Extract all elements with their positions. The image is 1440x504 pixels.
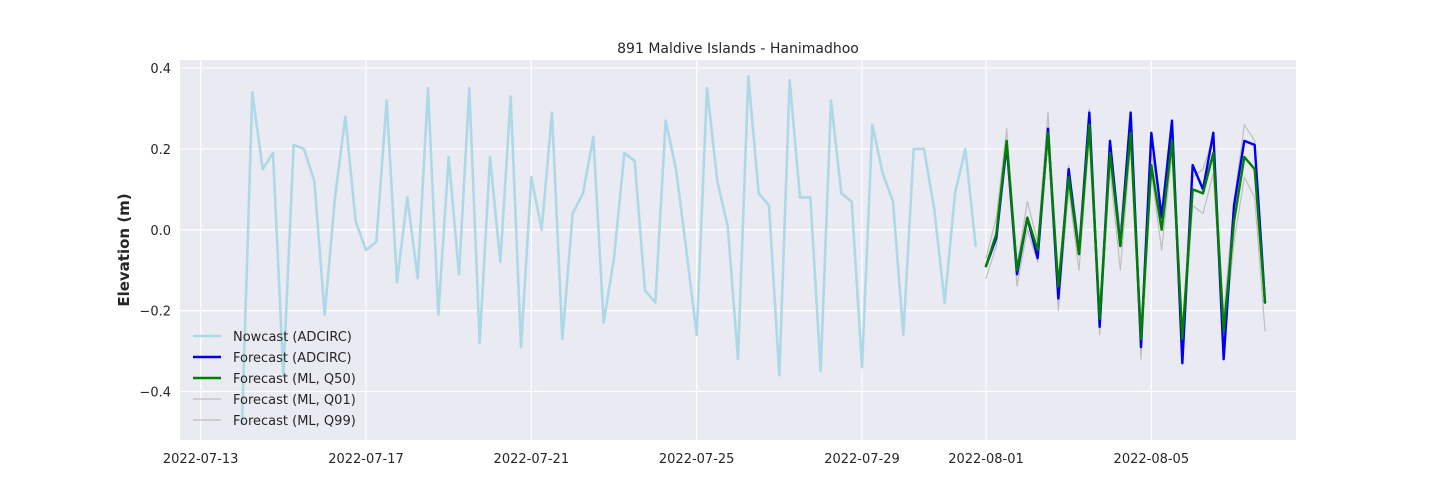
y-tick-label: 0.2 [150, 143, 171, 158]
legend-label: Forecast (ML, Q01) [233, 393, 356, 408]
y-tick-label: 0.0 [150, 224, 171, 239]
legend-label: Forecast (ML, Q99) [233, 414, 356, 429]
y-tick-label: 0.4 [150, 62, 171, 77]
x-tick-label: 2022-07-25 [659, 452, 735, 467]
series-line-3 [984, 123, 1267, 341]
legend: Nowcast (ADCIRC) Forecast (ADCIRC) Forecas… [193, 330, 356, 429]
x-axis: 2022-07-13 2022-07-17 2022-07-21 2022-07-25… [163, 452, 1189, 467]
x-tick-label: 2022-07-13 [163, 452, 239, 467]
x-tick-label: 2022-07-29 [824, 452, 900, 467]
x-tick-label: 2022-08-05 [1114, 452, 1190, 467]
x-tick-label: 2022-08-01 [948, 452, 1024, 467]
legend-label: Nowcast (ADCIRC) [233, 330, 352, 345]
x-tick-label: 2022-07-21 [494, 452, 570, 467]
x-tick-label: 2022-07-17 [328, 452, 404, 467]
legend-label: Forecast (ML, Q50) [233, 372, 356, 387]
y-tick-label: −0.2 [139, 305, 171, 320]
y-axis: −0.4 −0.2 0.0 0.2 0.4 [139, 62, 171, 400]
legend-label: Forecast (ADCIRC) [233, 351, 352, 366]
series-group [240, 74, 1267, 426]
chart-title: 891 Maldive Islands - Hanimadhoo [617, 41, 859, 57]
y-axis-label: Elevation (m) [115, 193, 133, 306]
series-line-1 [240, 74, 977, 426]
y-tick-label: −0.4 [139, 385, 171, 400]
